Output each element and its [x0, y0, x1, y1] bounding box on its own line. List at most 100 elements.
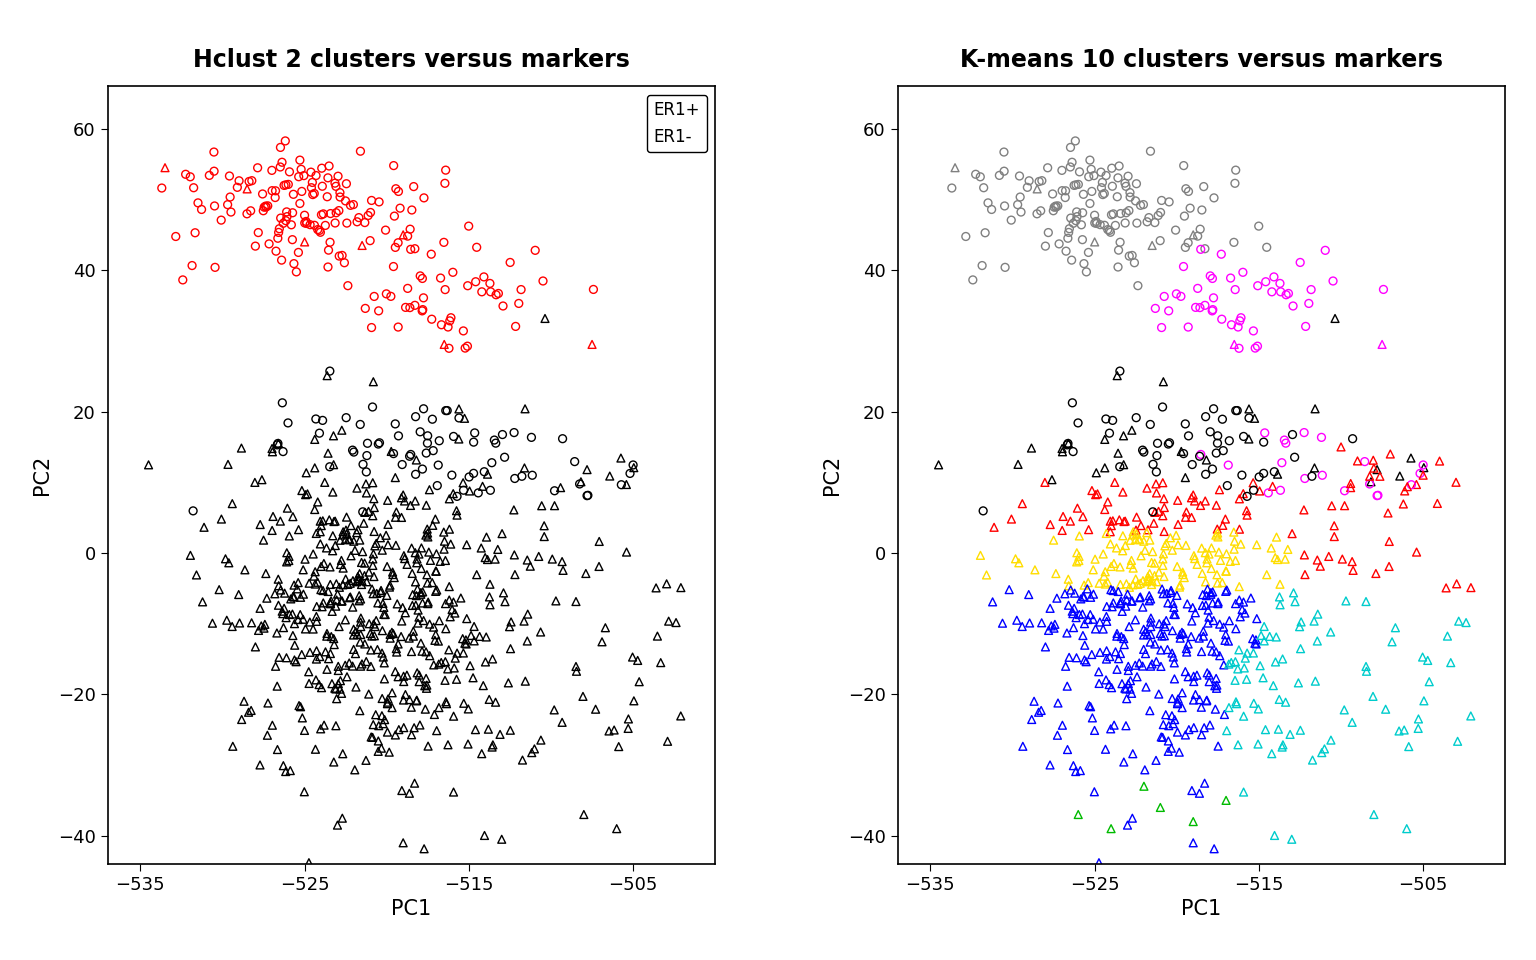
Point	[1379, 635, 1404, 650]
Point	[528, 624, 553, 639]
Point	[201, 163, 226, 179]
Point	[410, 302, 435, 318]
Point	[1143, 636, 1167, 652]
Point	[372, 712, 396, 728]
Point	[329, 557, 353, 572]
Point	[1170, 700, 1195, 715]
Point	[324, 179, 349, 194]
Point	[1126, 577, 1150, 592]
Point	[1066, 549, 1091, 564]
Point	[1057, 578, 1081, 593]
Point	[253, 199, 278, 214]
Point	[283, 637, 307, 653]
Point	[654, 576, 679, 591]
Point	[375, 588, 399, 603]
Point	[399, 598, 424, 613]
Point	[372, 671, 396, 686]
Point	[1104, 661, 1129, 677]
Point	[416, 544, 441, 560]
Point	[350, 544, 375, 560]
Point	[1355, 663, 1379, 679]
Point	[310, 514, 335, 529]
Point	[614, 544, 639, 560]
Point	[1106, 445, 1130, 461]
Point	[1101, 583, 1126, 598]
Point	[412, 290, 436, 305]
Point	[1089, 180, 1114, 196]
Point	[1399, 450, 1424, 466]
Point	[292, 215, 316, 230]
Point	[462, 634, 487, 649]
Point	[329, 553, 353, 568]
Point	[416, 594, 441, 610]
Point	[1057, 225, 1081, 240]
Point	[266, 578, 290, 593]
Point	[668, 708, 693, 724]
Point	[392, 692, 416, 708]
Point	[1111, 485, 1135, 500]
Point	[1213, 546, 1238, 562]
Point	[398, 692, 422, 708]
Point	[971, 180, 995, 196]
Point	[1212, 658, 1236, 673]
Point	[1144, 465, 1169, 480]
Point	[1267, 692, 1292, 708]
Point	[1412, 460, 1436, 475]
Point	[1123, 532, 1147, 547]
Point	[1204, 497, 1229, 513]
Point	[1087, 645, 1112, 660]
Point	[1459, 580, 1484, 595]
Point	[312, 556, 336, 571]
Point	[617, 466, 642, 481]
Point	[1192, 298, 1217, 313]
Point	[584, 702, 608, 717]
Point	[229, 441, 253, 456]
Point	[359, 629, 384, 644]
Point	[203, 259, 227, 275]
Point	[1263, 464, 1287, 479]
Point	[1130, 573, 1155, 588]
Point	[1081, 587, 1106, 602]
Point	[433, 403, 458, 419]
Point	[1183, 493, 1207, 509]
Point	[1138, 703, 1163, 718]
Point	[330, 810, 355, 826]
Point	[304, 599, 329, 614]
Point	[1382, 620, 1407, 636]
Point	[266, 597, 290, 612]
Point	[330, 248, 355, 263]
Point	[422, 512, 447, 527]
Point	[410, 303, 435, 319]
Point	[276, 416, 301, 431]
Point	[533, 311, 558, 326]
Point	[356, 207, 381, 223]
Point	[465, 485, 490, 500]
Point	[1174, 538, 1198, 553]
Point	[1154, 707, 1178, 722]
Point	[1057, 571, 1081, 587]
Point	[515, 552, 539, 567]
Point	[1177, 428, 1201, 444]
Point	[418, 482, 442, 497]
Point	[1029, 615, 1054, 631]
Point	[358, 659, 382, 674]
Point	[292, 207, 316, 223]
Point	[1180, 613, 1204, 629]
Point	[293, 465, 318, 480]
Point	[461, 435, 485, 450]
Point	[648, 655, 673, 670]
Point	[1412, 457, 1436, 472]
Point	[1072, 578, 1097, 593]
Point	[399, 540, 424, 556]
Point	[1137, 593, 1161, 609]
Point	[1134, 646, 1158, 661]
Point	[1395, 479, 1419, 494]
Point	[315, 661, 339, 677]
Point	[943, 160, 968, 176]
Point	[1183, 551, 1207, 566]
Point	[1309, 430, 1333, 445]
Point	[267, 650, 292, 665]
Point	[1143, 556, 1167, 571]
Point	[1201, 585, 1226, 600]
Point	[361, 508, 386, 523]
